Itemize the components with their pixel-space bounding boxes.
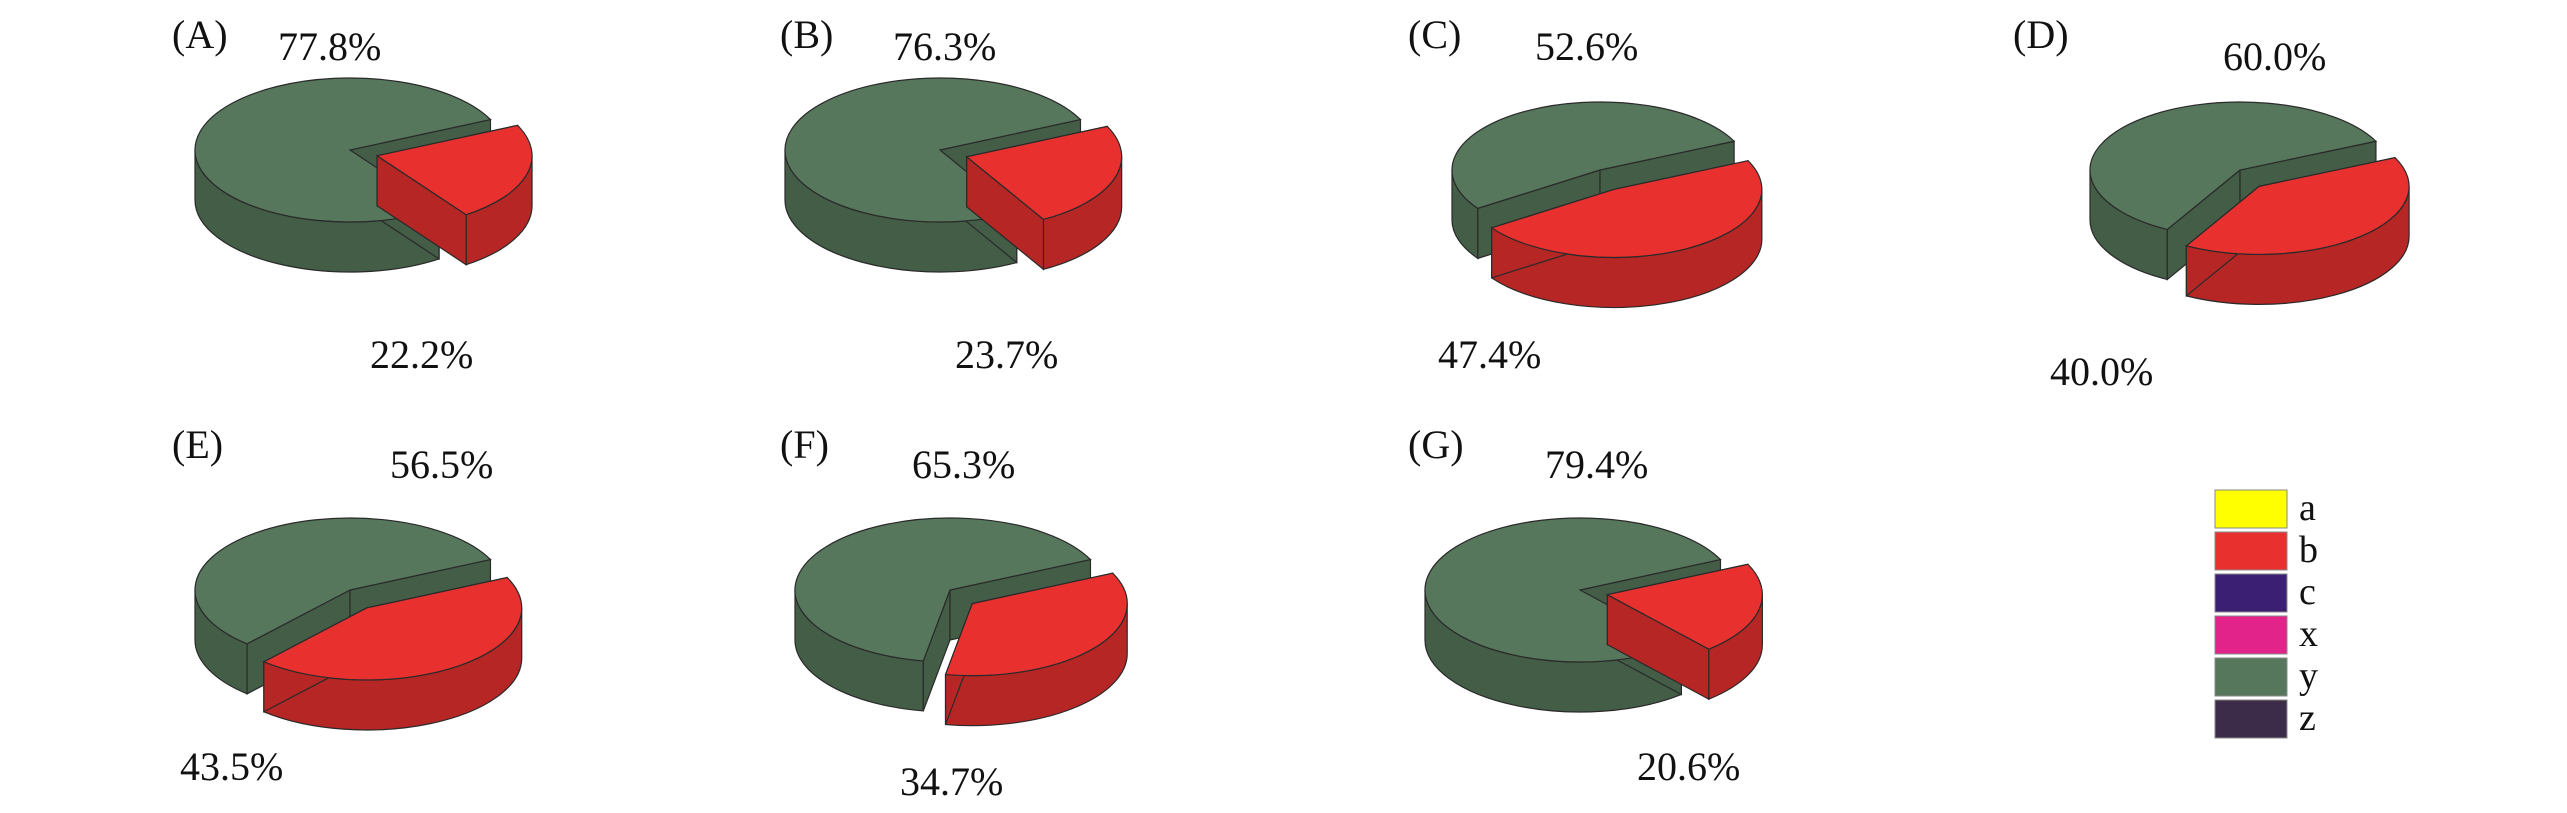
panel-label: (G) [1408,422,1464,467]
panel-label: (C) [1408,12,1461,57]
slice-b-label: 40.0% [2050,349,2153,394]
legend-swatch [2214,489,2288,529]
panel-label: (F) [780,422,829,467]
legend-label: z [2299,697,2316,739]
panel-label: (B) [780,12,833,57]
legend-label: b [2299,529,2318,571]
legend-label: c [2299,571,2316,613]
slice-b-top [1490,160,1763,259]
slice-b-label: 23.7% [955,332,1058,377]
legend-item-b: b [2214,529,2318,571]
slice-b-top [965,125,1123,221]
legend-item-y: y [2214,655,2318,697]
pie-panel-f: (F) 65.3% 34.7% [780,422,1128,804]
slice-b-label: 22.2% [370,332,473,377]
slice-y-top [194,77,492,223]
legend-swatch [2214,699,2288,739]
legend-label: x [2299,613,2318,655]
slice-y-label: 52.6% [1535,24,1638,69]
slice-b-top [262,576,523,681]
slice-y-top [1451,101,1736,210]
legend-item-c: c [2214,571,2316,613]
slice-y-label: 76.3% [893,24,996,69]
legend-item-z: z [2214,697,2316,739]
slice-y-top [2089,101,2378,231]
slice-b-label: 20.6% [1637,744,1740,789]
slice-y-label: 65.3% [912,442,1015,487]
slice-b-top [2185,156,2410,255]
slice-y-top [794,517,1092,662]
pie-panel-d: (D) 60.0% 40.0% [2013,12,2410,394]
legend-item-a: a [2214,487,2316,529]
panel-label: (D) [2013,12,2069,57]
pie-panel-g: (G) 79.4% 20.6% [1408,422,1763,789]
slice-b-label: 43.5% [180,744,283,789]
slice-b-top [375,124,533,216]
legend-label: y [2299,655,2318,697]
slice-y-label: 79.4% [1545,442,1648,487]
slice-y-label: 77.8% [278,24,381,69]
legend-swatch [2214,657,2288,697]
legend-item-x: x [2214,613,2318,655]
pie-panel-a: (A) 77.8% 22.2% [172,12,533,377]
legend-label: a [2299,487,2316,529]
slice-b-top [1605,563,1763,650]
pie-panel-e: (E) 56.5% 43.5% [172,422,523,789]
legend-swatch [2214,615,2288,655]
legend-swatch [2214,573,2288,613]
slice-b-top [944,572,1128,677]
slice-y-label: 56.5% [390,442,493,487]
panel-label: (E) [172,422,223,467]
slice-b-label: 47.4% [1438,332,1541,377]
panel-label: (A) [172,12,228,57]
slice-b-label: 34.7% [900,759,1003,804]
slice-y-label: 60.0% [2223,34,2326,79]
pie-panel-b: (B) 76.3% 23.7% [780,12,1123,377]
legend-swatch [2214,531,2288,571]
slice-y-top [194,517,492,645]
slice-y-top [784,77,1082,223]
pie-panel-c: (C) 52.6% 47.4% [1408,12,1763,377]
